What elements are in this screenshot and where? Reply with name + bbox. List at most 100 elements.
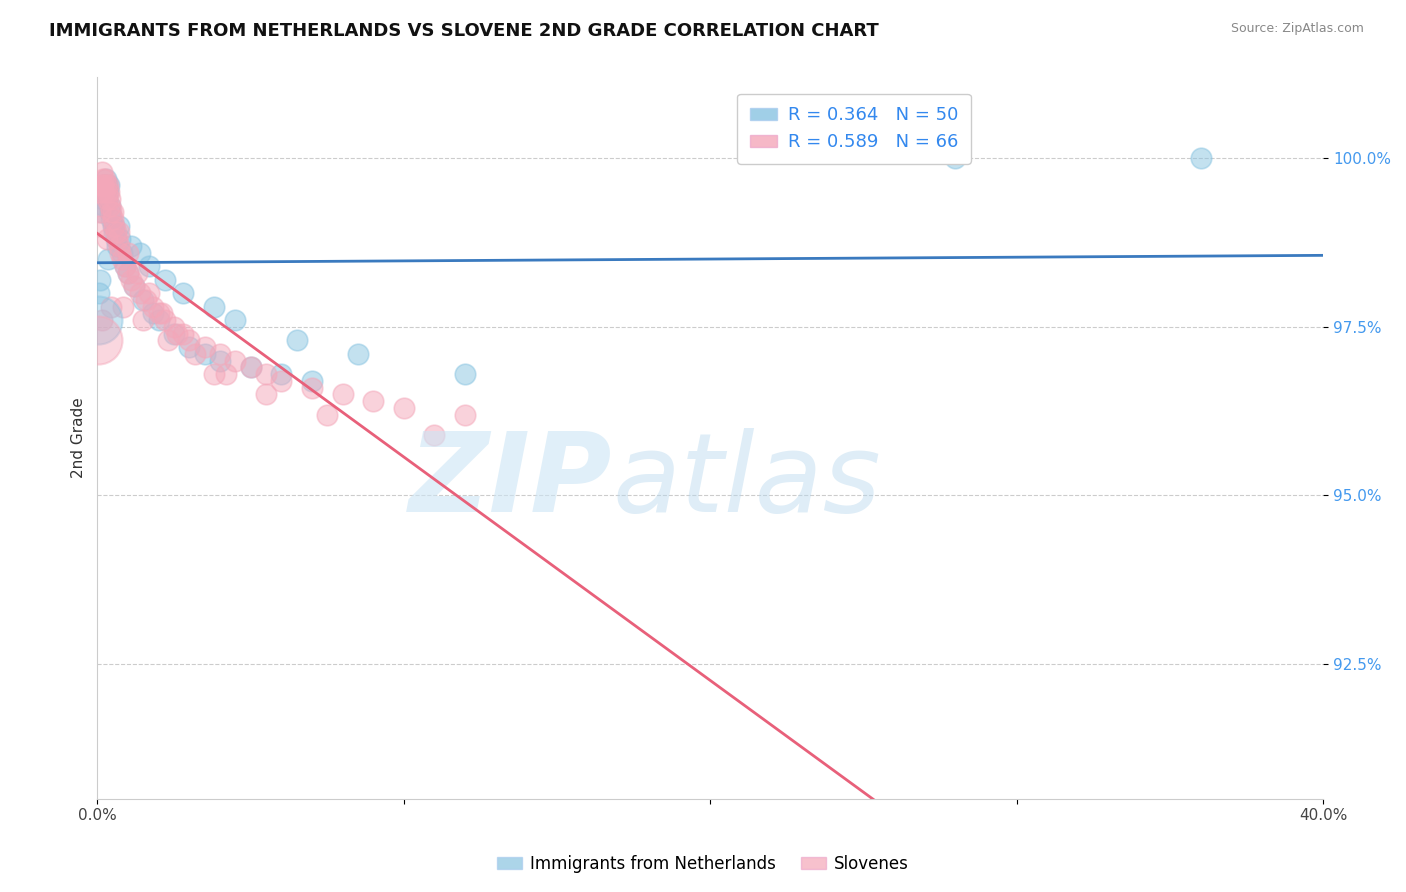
Point — [93, 178, 115, 193]
Point — [103, 219, 125, 233]
Point — [101, 219, 124, 233]
Point — [423, 427, 446, 442]
Point — [361, 394, 384, 409]
Point — [103, 219, 125, 233]
Point — [163, 319, 186, 334]
Point — [98, 185, 121, 199]
Point — [93, 192, 115, 206]
Point — [117, 266, 139, 280]
Point — [96, 192, 118, 206]
Point — [239, 360, 262, 375]
Point — [117, 245, 139, 260]
Point — [103, 226, 125, 240]
Point — [202, 367, 225, 381]
Point — [332, 387, 354, 401]
Point — [98, 205, 121, 219]
Point — [94, 171, 117, 186]
Point — [120, 239, 142, 253]
Point — [122, 279, 145, 293]
Point — [94, 178, 117, 193]
Point — [285, 334, 308, 348]
Point — [89, 205, 111, 219]
Point — [270, 367, 292, 381]
Point — [111, 245, 134, 260]
Point — [100, 300, 122, 314]
Point — [316, 408, 339, 422]
Point — [156, 334, 179, 348]
Point — [239, 360, 262, 375]
Text: atlas: atlas — [612, 428, 882, 535]
Point — [172, 326, 194, 341]
Point — [122, 279, 145, 293]
Point — [91, 313, 114, 327]
Point — [96, 192, 118, 206]
Point — [87, 286, 110, 301]
Point — [104, 226, 127, 240]
Point — [97, 178, 120, 193]
Point — [163, 326, 186, 341]
Point — [179, 340, 201, 354]
Point — [91, 171, 114, 186]
Point — [270, 374, 292, 388]
Point — [114, 259, 136, 273]
Point — [172, 286, 194, 301]
Point — [91, 178, 114, 193]
Point — [94, 185, 117, 199]
Point — [110, 245, 132, 260]
Point — [127, 266, 149, 280]
Point — [301, 380, 323, 394]
Point — [135, 293, 157, 307]
Point — [97, 252, 120, 267]
Point — [129, 245, 152, 260]
Point — [194, 340, 217, 354]
Point — [129, 286, 152, 301]
Point — [98, 192, 121, 206]
Point — [101, 212, 124, 227]
Point — [94, 171, 117, 186]
Point — [105, 232, 128, 246]
Point — [347, 347, 370, 361]
Point — [132, 293, 155, 307]
Point — [87, 334, 110, 348]
Point — [98, 198, 121, 212]
Point — [166, 326, 188, 341]
Point — [98, 198, 121, 212]
Point — [101, 205, 124, 219]
Point — [138, 259, 160, 273]
Point — [215, 367, 238, 381]
Point — [392, 401, 415, 415]
Point — [107, 226, 129, 240]
Point — [141, 300, 163, 314]
Point — [96, 185, 118, 199]
Point — [184, 347, 207, 361]
Point — [87, 313, 110, 327]
Point — [105, 239, 128, 253]
Point — [224, 313, 246, 327]
Point — [179, 334, 201, 348]
Point — [97, 185, 120, 199]
Point — [138, 286, 160, 301]
Point — [148, 313, 170, 327]
Point — [945, 152, 967, 166]
Legend: Immigrants from Netherlands, Slovenes: Immigrants from Netherlands, Slovenes — [491, 848, 915, 880]
Point — [194, 347, 217, 361]
Point — [104, 232, 127, 246]
Point — [202, 300, 225, 314]
Point — [454, 408, 477, 422]
Point — [100, 205, 122, 219]
Legend: R = 0.364   N = 50, R = 0.589   N = 66: R = 0.364 N = 50, R = 0.589 N = 66 — [737, 94, 972, 164]
Point — [98, 178, 121, 193]
Point — [96, 232, 118, 246]
Point — [111, 252, 134, 267]
Point — [153, 273, 176, 287]
Point — [208, 353, 231, 368]
Y-axis label: 2nd Grade: 2nd Grade — [72, 398, 86, 478]
Point — [112, 300, 135, 314]
Point — [96, 178, 118, 193]
Point — [107, 219, 129, 233]
Point — [107, 239, 129, 253]
Point — [148, 306, 170, 320]
Point — [89, 185, 111, 199]
Point — [208, 347, 231, 361]
Point — [91, 185, 114, 199]
